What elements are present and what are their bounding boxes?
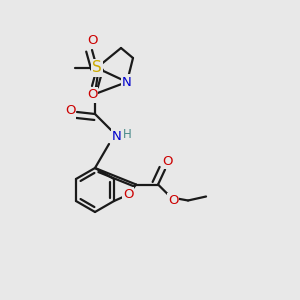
Text: O: O (65, 104, 75, 118)
Text: N: N (112, 130, 122, 142)
Text: N: N (122, 76, 132, 88)
Text: O: O (168, 194, 178, 207)
Text: S: S (92, 61, 102, 76)
Text: O: O (87, 34, 97, 47)
Text: O: O (87, 88, 97, 101)
Text: O: O (162, 155, 172, 168)
Text: H: H (123, 128, 131, 140)
Text: O: O (123, 188, 133, 201)
